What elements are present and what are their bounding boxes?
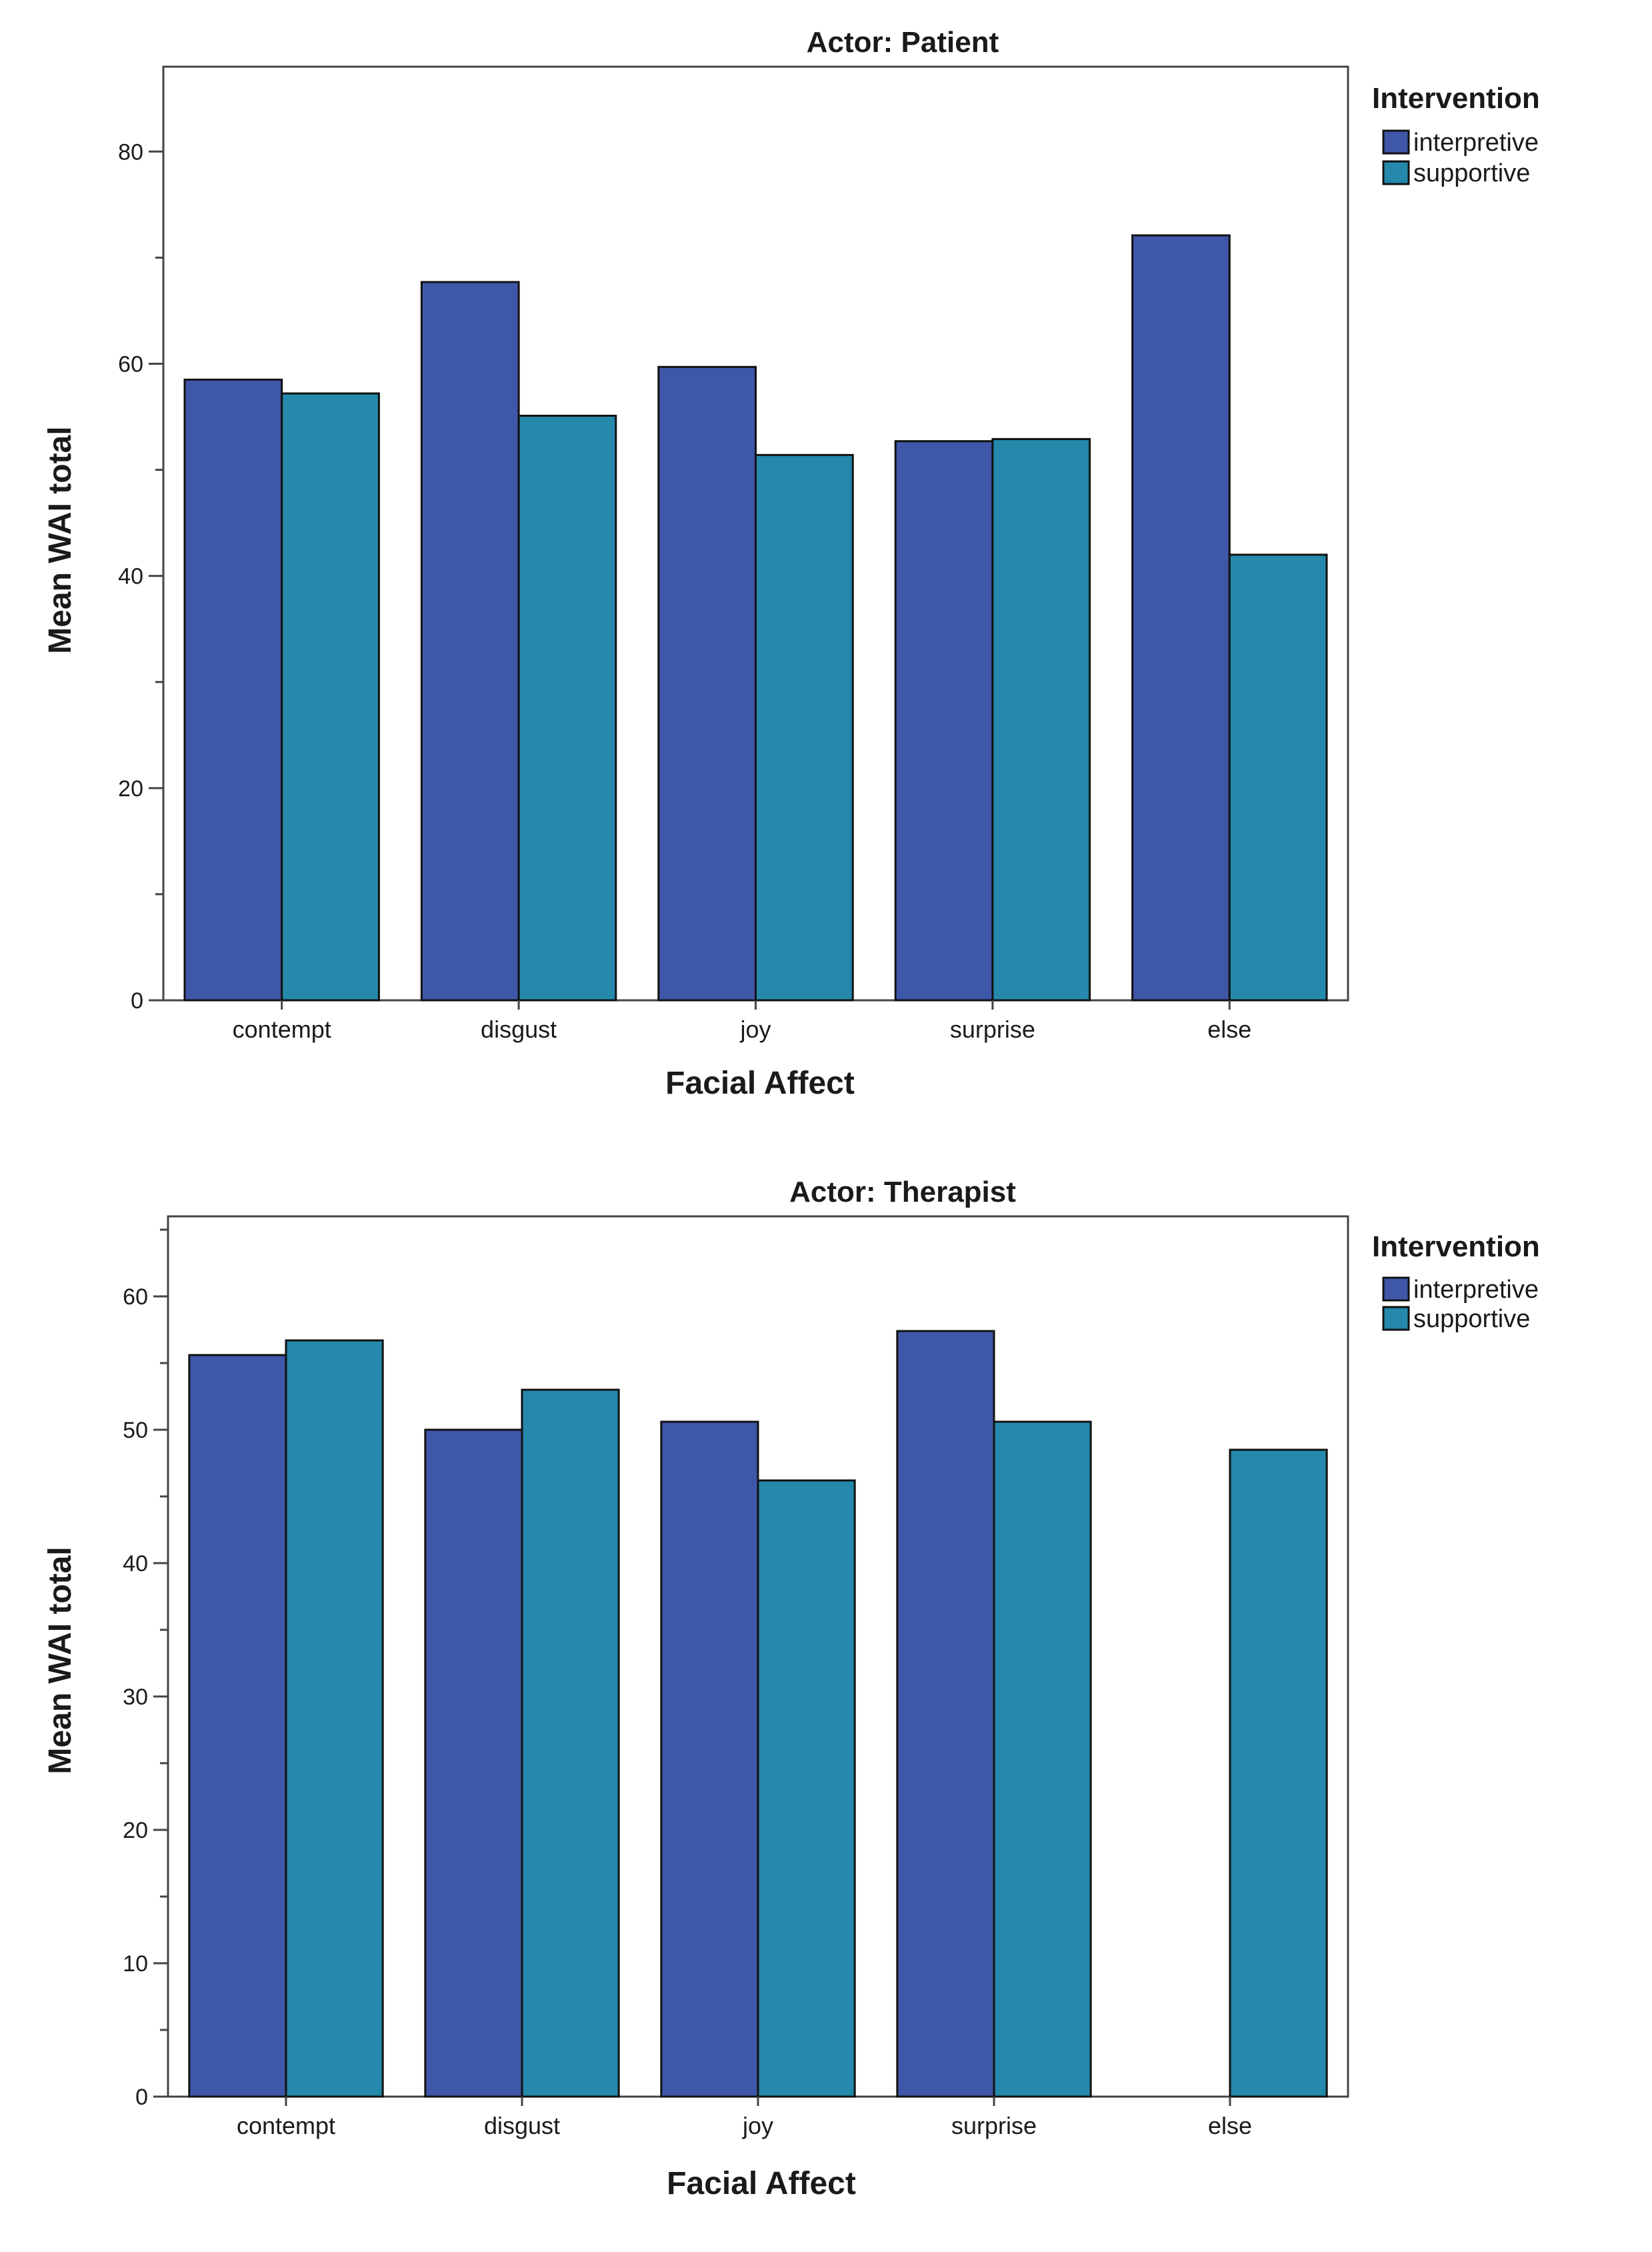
x-tick-label: else (1208, 2112, 1252, 2139)
x-axis: contempt disgust joy surprise else (237, 2097, 1252, 2139)
y-axis-title: Mean WAI total (43, 426, 78, 654)
legend-swatch-supportive (1382, 160, 1410, 185)
x-tick-label: joy (739, 1016, 771, 1043)
legend-label-supportive: supportive (1413, 159, 1530, 187)
x-tick-label: surprise (950, 1016, 1035, 1043)
x-axis-title: Facial Affect (665, 1066, 855, 1101)
x-tick-label: else (1207, 1016, 1251, 1043)
y-tick-label: 0 (131, 988, 143, 1014)
legend-swatch-supportive (1382, 1306, 1410, 1331)
y-axis: 0 20 40 60 80 (118, 139, 163, 1014)
y-axis: 0 10 20 30 40 50 60 (123, 1228, 168, 2110)
bar-supportive-joy (757, 1479, 856, 2098)
legend: Intervention interpretive supportive (1372, 82, 1540, 187)
y-tick-label: 40 (123, 1551, 148, 1576)
y-tick-label: 20 (123, 1818, 148, 1843)
x-tick-label: contempt (233, 1016, 331, 1043)
y-tick-label: 50 (123, 1418, 148, 1443)
y-tick-label: 80 (118, 139, 143, 165)
legend-title: Intervention (1372, 82, 1540, 115)
bar-supportive-surprise (993, 1420, 1092, 2098)
bars (183, 234, 1328, 1002)
y-tick-label: 60 (118, 351, 143, 377)
chart-title: Actor: Patient (807, 26, 999, 59)
legend: Intervention interpretive supportive (1372, 1230, 1540, 1333)
bar-interpretive-joy (657, 365, 757, 1002)
x-tick-label: disgust (484, 2112, 560, 2139)
bar-interpretive-surprise (896, 1330, 995, 2098)
x-axis: contempt disgust joy surprise else (233, 1000, 1251, 1043)
bars (188, 1330, 1328, 2098)
x-tick-label: disgust (481, 1016, 557, 1043)
bar-supportive-contempt (281, 392, 380, 1002)
y-tick-label: 0 (135, 2085, 148, 2110)
y-tick-label: 10 (123, 1951, 148, 1977)
bar-supportive-else (1228, 553, 1328, 1002)
chart-title: Actor: Therapist (789, 1176, 1016, 1208)
bar-interpretive-contempt (183, 378, 283, 1002)
legend-label-interpretive: interpretive (1413, 129, 1539, 157)
legend-swatch-interpretive (1382, 129, 1410, 155)
legend-title: Intervention (1372, 1230, 1540, 1263)
y-tick-label: 30 (123, 1684, 148, 1710)
y-tick-label: 40 (118, 564, 143, 590)
legend-swatch-interpretive (1382, 1276, 1410, 1302)
y-axis-title: Mean WAI total (43, 1546, 78, 1774)
bar-interpretive-joy (660, 1420, 759, 2098)
bar-supportive-joy (755, 453, 854, 1002)
bar-interpretive-disgust (424, 1428, 523, 2098)
bar-supportive-else (1229, 1448, 1328, 2098)
bar-supportive-surprise (991, 437, 1091, 1002)
chart-patient: Actor: Patient 0 20 40 60 80 contempt disgust… (43, 26, 1540, 1101)
x-tick-label: joy (742, 2112, 773, 2139)
x-axis-title: Facial Affect (667, 2166, 856, 2201)
y-tick-label: 20 (118, 776, 143, 802)
chart-therapist: Actor: Therapist 0 10 20 30 40 50 60 contempt d… (43, 1176, 1540, 2201)
x-tick-label: contempt (237, 2112, 335, 2139)
bar-interpretive-else (1131, 234, 1231, 1002)
legend-label-interpretive: interpretive (1413, 1276, 1539, 1304)
bar-supportive-contempt (285, 1339, 384, 2098)
x-tick-label: surprise (951, 2112, 1037, 2139)
bar-interpretive-contempt (188, 1354, 287, 2098)
bar-supportive-disgust (517, 414, 617, 1002)
legend-label-supportive: supportive (1413, 1305, 1530, 1333)
bar-supportive-disgust (521, 1388, 620, 2098)
y-tick-label: 60 (123, 1284, 148, 1310)
bar-interpretive-disgust (420, 281, 520, 1002)
bar-interpretive-surprise (894, 440, 994, 1002)
